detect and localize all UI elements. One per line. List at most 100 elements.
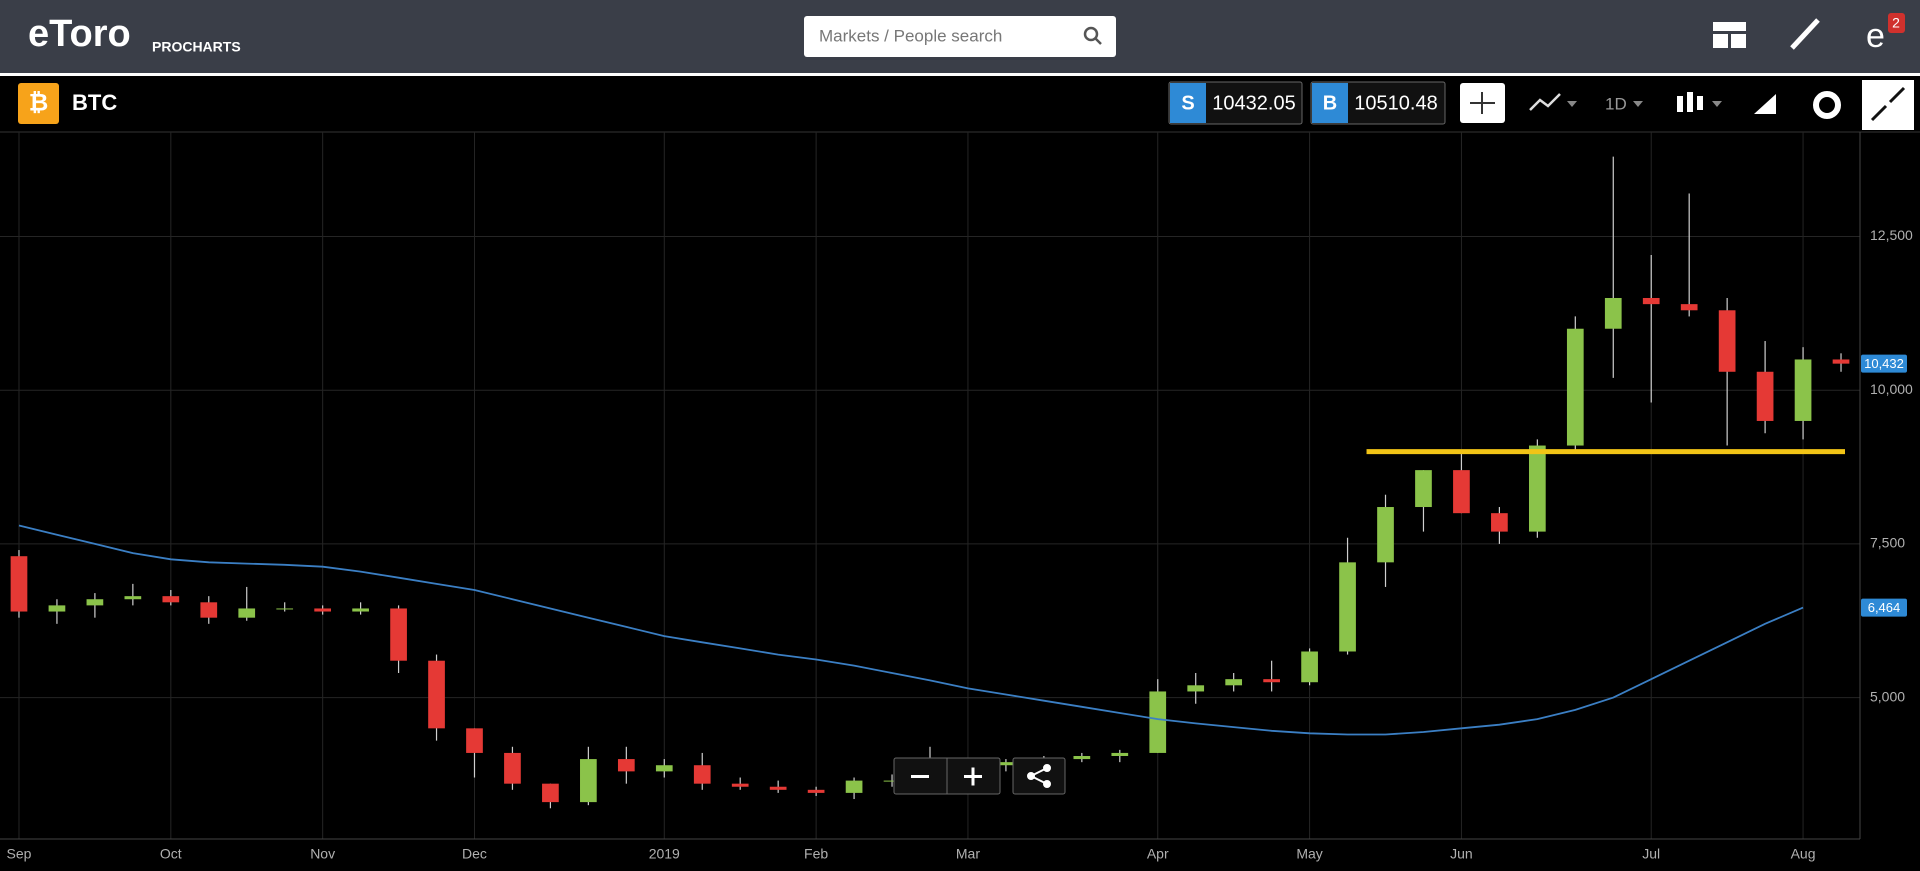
candle-body	[1528, 445, 1546, 532]
candle-body	[807, 789, 825, 793]
candle-body	[504, 752, 521, 784]
dropdown-arrow	[1567, 101, 1577, 107]
x-tick-label: 2019	[649, 846, 680, 862]
chart-type-button[interactable]	[1677, 92, 1703, 112]
profile-icon[interactable]: e	[1866, 17, 1885, 55]
candle-body	[200, 602, 218, 618]
notification-count: 2	[1892, 15, 1900, 31]
moving-average	[18, 524, 1804, 736]
candle-body	[580, 759, 597, 803]
x-tick-label: May	[1296, 846, 1322, 862]
price-marker	[1861, 598, 1907, 617]
candle-body	[617, 759, 635, 772]
symbol: BTC	[72, 90, 117, 115]
sell-label: S	[1181, 92, 1194, 114]
candle-body	[693, 765, 711, 784]
candle-body	[1718, 310, 1736, 372]
fullscreen-icon	[1870, 86, 1906, 122]
candle-body	[1491, 513, 1508, 532]
candle-body	[1225, 679, 1243, 686]
candle-body	[238, 608, 256, 618]
x-tick-label: Dec	[462, 846, 487, 862]
x-tick-label: Sep	[7, 846, 32, 862]
y-tick-label: 12,500	[1870, 227, 1913, 243]
candle-body	[1415, 470, 1432, 508]
toolbar	[0, 76, 1920, 132]
buy-label-bg	[1312, 83, 1348, 123]
search-icon[interactable]	[1083, 26, 1102, 45]
candle-body	[1604, 297, 1622, 329]
indicators-button[interactable]	[1529, 93, 1561, 111]
price-marker-label: 6,464	[1868, 600, 1901, 615]
buy-price: 10510.48	[1354, 92, 1437, 114]
candle-body	[997, 762, 1015, 766]
price-marker-label: 10,432	[1864, 356, 1904, 371]
candle-body	[1377, 507, 1394, 563]
candle-body	[314, 608, 332, 612]
settings-button[interactable]	[1813, 91, 1841, 119]
y-tick-label: 5,000	[1870, 688, 1905, 704]
candle-body	[10, 556, 28, 612]
candle-body	[276, 608, 294, 610]
search-placeholder: Markets / People search	[819, 26, 1002, 45]
candle-body	[1453, 470, 1470, 514]
candle-body	[1339, 562, 1356, 652]
layout-icon[interactable]	[1713, 22, 1746, 48]
zoom-in-button[interactable]	[964, 767, 982, 786]
drawing-button[interactable]	[1754, 94, 1776, 114]
candle-body	[1263, 679, 1280, 683]
x-tick-label: Feb	[804, 846, 828, 862]
x-tick-label: Jul	[1642, 846, 1660, 862]
candle-body	[883, 780, 901, 782]
candle-body	[542, 783, 559, 803]
x-tick-label: Jun	[1450, 846, 1473, 862]
zoom-out-button[interactable]	[911, 775, 929, 778]
y-tick-label: 7,500	[1870, 535, 1905, 551]
sell-label-bg	[1170, 83, 1206, 123]
candle-body	[1111, 752, 1129, 757]
interval[interactable]: 1D	[1605, 94, 1627, 113]
asset-icon	[18, 83, 59, 124]
sell-price: 10432.05	[1212, 92, 1295, 114]
candle-body	[352, 608, 369, 612]
dropdown-arrow	[1633, 101, 1643, 107]
share-button[interactable]	[1012, 757, 1066, 795]
chart: 5,000 7,500 10,000 12,500 Sep Oct Nov Dec 2019 Fe…	[0, 132, 1913, 862]
candle-body	[390, 608, 407, 661]
candle-body	[466, 728, 483, 753]
candle-body	[1756, 371, 1774, 421]
candle-body	[1832, 359, 1850, 364]
asset-icon-glyph: ₿	[29, 89, 49, 116]
edit-icon[interactable]	[1790, 18, 1820, 50]
candle-body	[124, 596, 142, 600]
share-icon	[1027, 764, 1051, 788]
x-tick-label: Aug	[1791, 846, 1816, 862]
x-tick-label: Nov	[310, 846, 335, 862]
candle-body	[731, 783, 749, 787]
candle-body	[1566, 328, 1584, 446]
logo[interactable]: eToro	[28, 13, 131, 55]
notification-badge[interactable]	[1888, 13, 1905, 33]
candle-body	[1149, 691, 1167, 753]
candle-body	[1073, 756, 1091, 760]
product-name: PROCHARTS	[152, 39, 241, 55]
candle-body	[86, 599, 104, 606]
price-marker	[1861, 354, 1907, 373]
candle-body	[1680, 304, 1698, 311]
y-tick-label: 10,000	[1870, 381, 1913, 397]
candle-body	[845, 780, 863, 793]
candle-body	[769, 786, 787, 790]
fullscreen-button[interactable]	[1862, 80, 1914, 130]
candle-body	[428, 660, 445, 729]
dropdown-arrow	[1712, 101, 1722, 107]
x-tick-label: Mar	[956, 846, 980, 862]
candle-body	[162, 596, 180, 603]
x-tick-label: Oct	[160, 846, 182, 862]
candle-body	[1794, 359, 1812, 421]
crosshair-icon	[1470, 92, 1495, 114]
candle-body	[1301, 651, 1318, 683]
candle-body	[48, 605, 66, 612]
search-box[interactable]	[804, 16, 1116, 57]
